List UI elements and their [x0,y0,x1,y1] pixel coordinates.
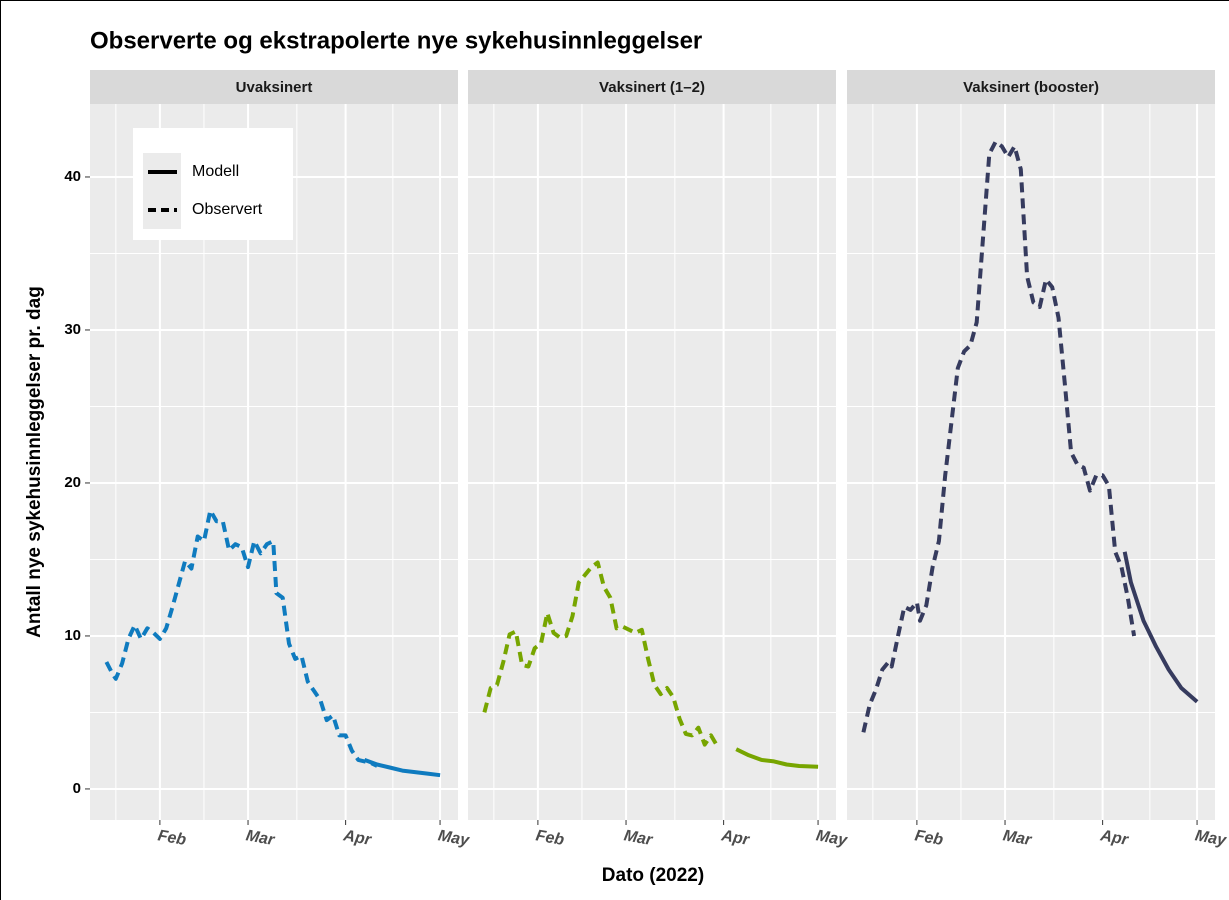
line [1122,551,1199,704]
x-tick-label: Apr [341,827,373,849]
panel [847,104,1215,820]
panel [468,104,836,820]
y-tick-label: 10 [64,627,81,644]
chart-title: Observerte og ekstrapolerte nye sykehusi… [90,27,702,54]
strip [90,70,458,104]
y-tick-label: 30 [64,321,81,338]
x-tick-label: Feb [913,827,944,849]
x-axis-label: Dato (2022) [602,865,704,886]
strip [468,70,836,104]
legend-label: Modell [192,163,239,180]
y-tick-label: 20 [64,474,81,491]
strip-label: Vaksinert (1–2) [599,79,705,96]
line [104,508,378,768]
line [861,139,1137,733]
y-tick-label: 40 [64,168,81,185]
x-tick-label: May [815,827,850,849]
line [735,747,819,769]
line [482,560,720,748]
x-tick-label: May [437,827,472,849]
x-tick-label: Apr [719,827,751,849]
x-tick-label: May [1194,827,1229,849]
x-tick-label: Mar [245,827,277,849]
y-axis-label: Antall nye sykehusinnleggelser pr. dag [24,286,45,638]
x-tick-label: Apr [1098,827,1130,849]
x-tick-label: Feb [156,827,187,849]
x-tick-label: Mar [1002,827,1034,849]
strip-label: Uvaksinert [236,79,313,96]
x-tick-label: Mar [623,827,655,849]
strip-label: Vaksinert (booster) [963,79,1099,96]
x-tick-label: Feb [534,827,565,849]
legend-label: Observert [192,201,263,218]
strip [847,70,1215,104]
y-tick-label: 0 [73,780,81,797]
